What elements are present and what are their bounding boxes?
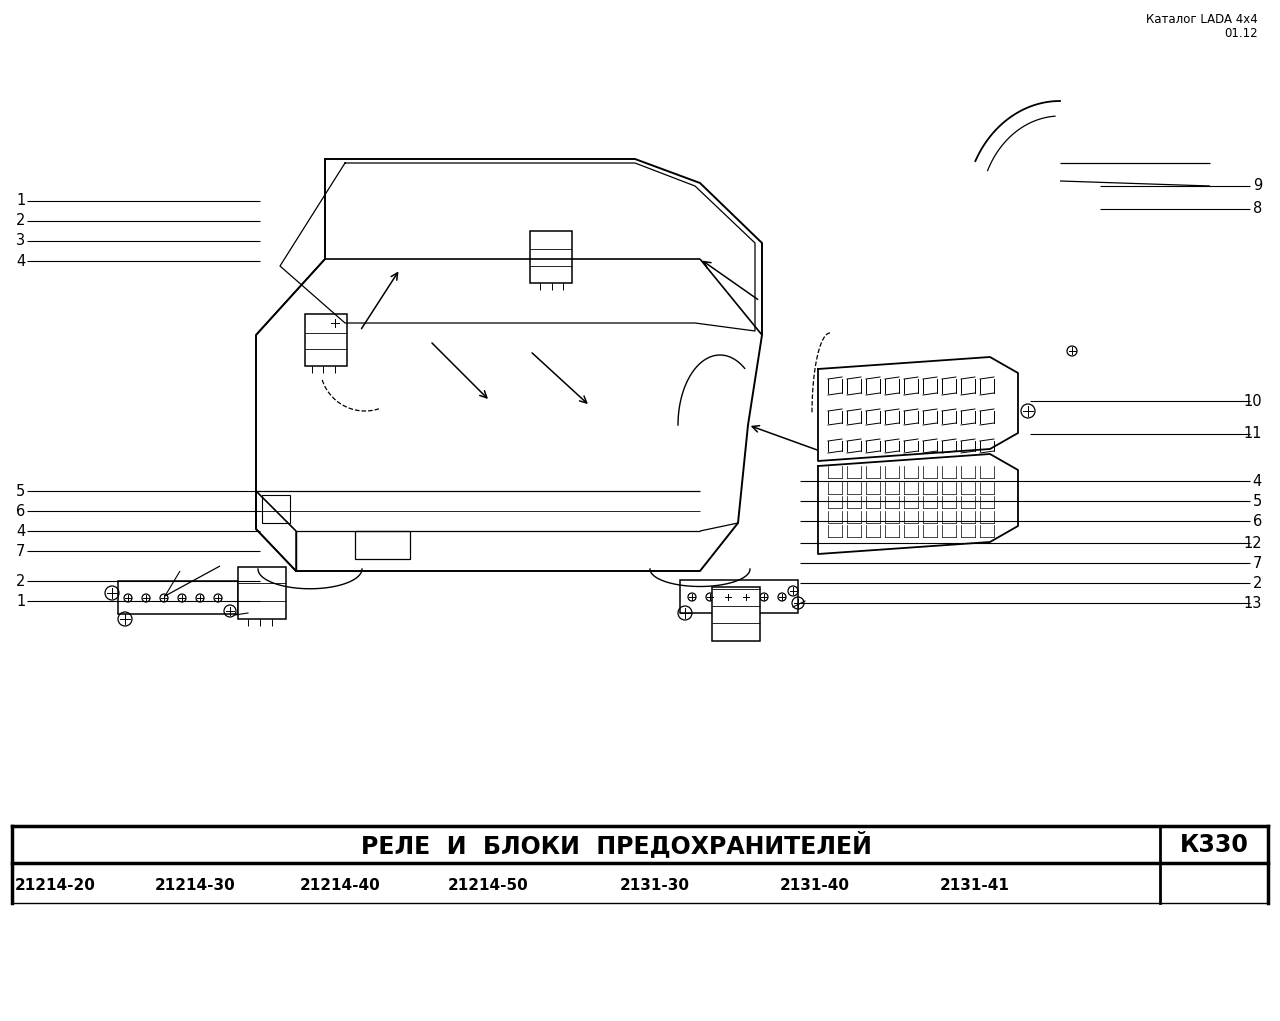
Text: 7: 7 xyxy=(1253,555,1262,571)
Text: 2131-30: 2131-30 xyxy=(620,878,690,893)
Text: 21214-30: 21214-30 xyxy=(155,878,236,893)
Text: 6: 6 xyxy=(1253,514,1262,529)
Text: 2131-40: 2131-40 xyxy=(780,878,850,893)
Text: 2: 2 xyxy=(15,213,26,229)
Text: 13: 13 xyxy=(1244,595,1262,611)
Text: 2: 2 xyxy=(1253,576,1262,590)
Bar xyxy=(305,314,347,366)
Bar xyxy=(712,587,760,641)
Text: 5: 5 xyxy=(1253,493,1262,508)
Text: 3: 3 xyxy=(15,234,26,248)
Text: Каталог LADA 4x4: Каталог LADA 4x4 xyxy=(1147,13,1258,26)
Text: 1: 1 xyxy=(15,593,26,609)
Text: 21214-20: 21214-20 xyxy=(14,878,96,893)
Text: 12: 12 xyxy=(1243,535,1262,550)
Text: 10: 10 xyxy=(1243,393,1262,408)
Text: 01.12: 01.12 xyxy=(1225,27,1258,40)
Text: РЕЛЕ  И  БЛОКИ  ПРЕДОХРАНИТЕЛЕЙ: РЕЛЕ И БЛОКИ ПРЕДОХРАНИТЕЛЕЙ xyxy=(361,831,872,858)
Text: 6: 6 xyxy=(15,503,26,519)
Bar xyxy=(680,580,797,613)
Text: 4: 4 xyxy=(15,253,26,269)
Bar xyxy=(118,581,238,614)
Text: 7: 7 xyxy=(15,543,26,558)
Text: 2: 2 xyxy=(15,574,26,588)
Text: 4: 4 xyxy=(1253,474,1262,488)
Text: 2131-41: 2131-41 xyxy=(940,878,1010,893)
Text: К330: К330 xyxy=(1180,832,1248,857)
Bar xyxy=(238,567,285,619)
Text: 11: 11 xyxy=(1243,427,1262,441)
Text: 4: 4 xyxy=(15,524,26,538)
Bar xyxy=(262,495,291,523)
Text: 5: 5 xyxy=(15,484,26,498)
Text: 21214-40: 21214-40 xyxy=(300,878,380,893)
Text: 1: 1 xyxy=(15,194,26,208)
Text: 8: 8 xyxy=(1253,201,1262,216)
Text: 9: 9 xyxy=(1253,179,1262,194)
Bar xyxy=(355,531,410,560)
Bar xyxy=(530,231,572,283)
Text: 21214-50: 21214-50 xyxy=(448,878,529,893)
